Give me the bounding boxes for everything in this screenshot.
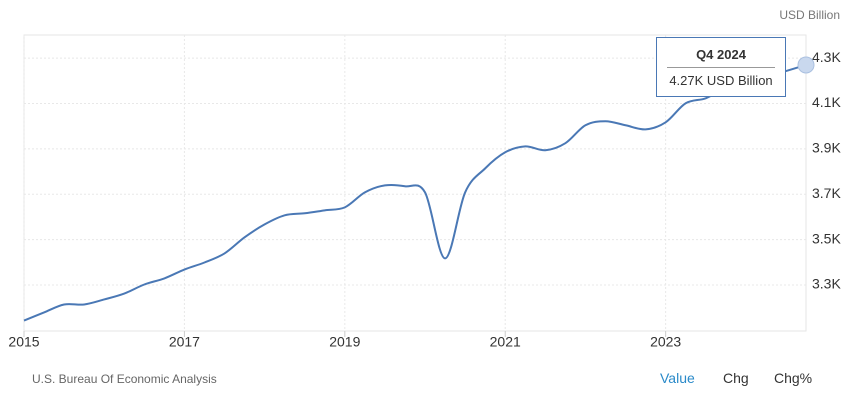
tooltip-title: Q4 2024 bbox=[667, 47, 775, 68]
unit-label: USD Billion bbox=[779, 8, 840, 22]
x-tick-label: 2021 bbox=[490, 334, 521, 350]
y-tick-label: 3.5K bbox=[812, 230, 841, 246]
tab[interactable]: Chg bbox=[723, 370, 749, 386]
source: U.S. Bureau Of Economic Analysis bbox=[32, 372, 217, 386]
tooltip: Q4 2024 4.27K USD Billion bbox=[656, 37, 786, 97]
series-line bbox=[23, 63, 807, 322]
y-tick-label: 4.3K bbox=[812, 49, 841, 65]
x-tick-label: 2015 bbox=[8, 334, 39, 350]
x-tick-label: 2023 bbox=[650, 334, 681, 350]
x-tick-label: 2019 bbox=[329, 334, 360, 350]
y-tick-label: 3.7K bbox=[812, 185, 841, 201]
tab[interactable]: Value bbox=[660, 370, 695, 386]
tab[interactable]: Chg% bbox=[774, 370, 813, 386]
x-tick-label: 2017 bbox=[169, 334, 200, 350]
y-tick-label: 4.1K bbox=[812, 94, 841, 110]
tooltip-text: 4.27K USD Billion bbox=[669, 73, 773, 88]
y-tick-label: 3.3K bbox=[812, 276, 841, 292]
y-tick-label: 3.9K bbox=[812, 140, 841, 156]
hover-point bbox=[797, 56, 815, 74]
